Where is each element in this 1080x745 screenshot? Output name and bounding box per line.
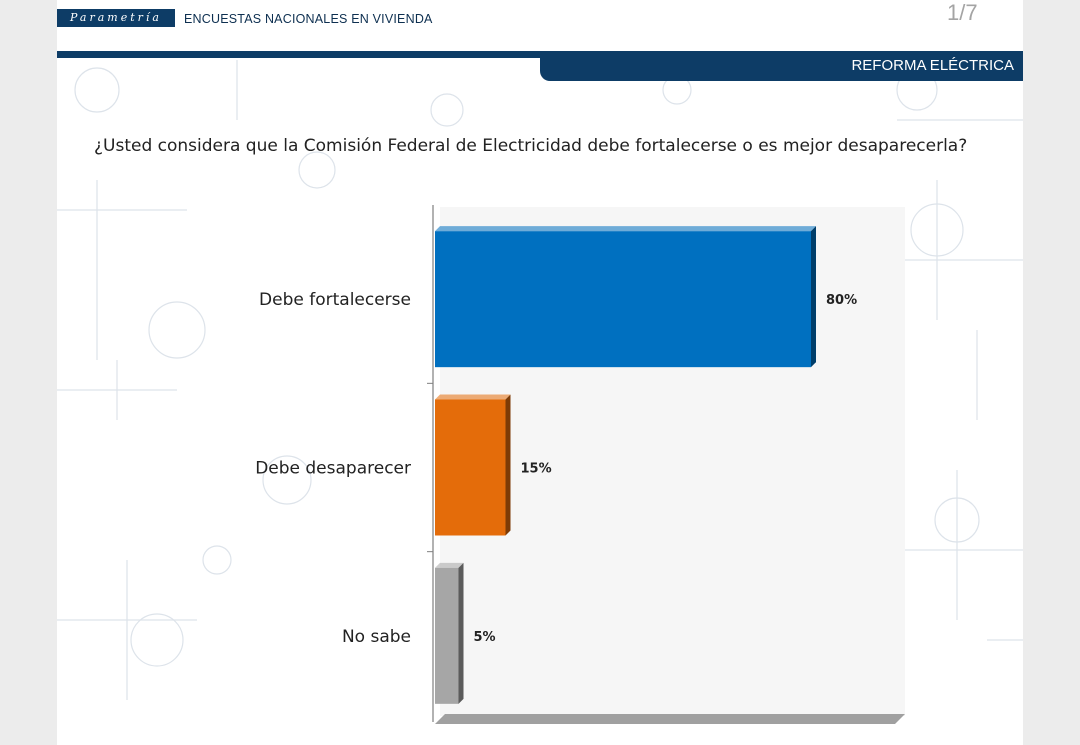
category-label: No sabe [342, 627, 411, 647]
bar-debe-desaparecer [435, 399, 506, 536]
page-number: 1/7 [947, 0, 978, 25]
survey-title: ENCUESTAS NACIONALES EN VIVIENDA [184, 12, 433, 26]
bar-top-face [435, 394, 511, 400]
bar-top-face [435, 226, 816, 232]
bar-no-sabe [435, 567, 459, 704]
value-label: 5% [474, 630, 496, 645]
bar-top-face [435, 562, 464, 568]
bar-side-face [505, 394, 511, 536]
value-label: 80% [826, 293, 857, 308]
bar-debe-fortalecerse [435, 231, 811, 368]
section-title: REFORMA ELÉCTRICA [851, 57, 1014, 74]
bar-side-face [458, 562, 464, 704]
bar-side-face [811, 226, 816, 368]
brand-logo: Parametría [57, 9, 175, 27]
background-pattern [57, 60, 1023, 700]
section-tab [540, 51, 1023, 81]
question-text: ¿Usted considera que la Comisión Federal… [94, 136, 968, 156]
plot-floor [435, 714, 905, 724]
category-label: Debe desaparecer [255, 459, 411, 479]
value-label: 15% [521, 462, 552, 477]
top-strip [57, 0, 1023, 30]
category-label: Debe fortalecerse [259, 290, 411, 310]
